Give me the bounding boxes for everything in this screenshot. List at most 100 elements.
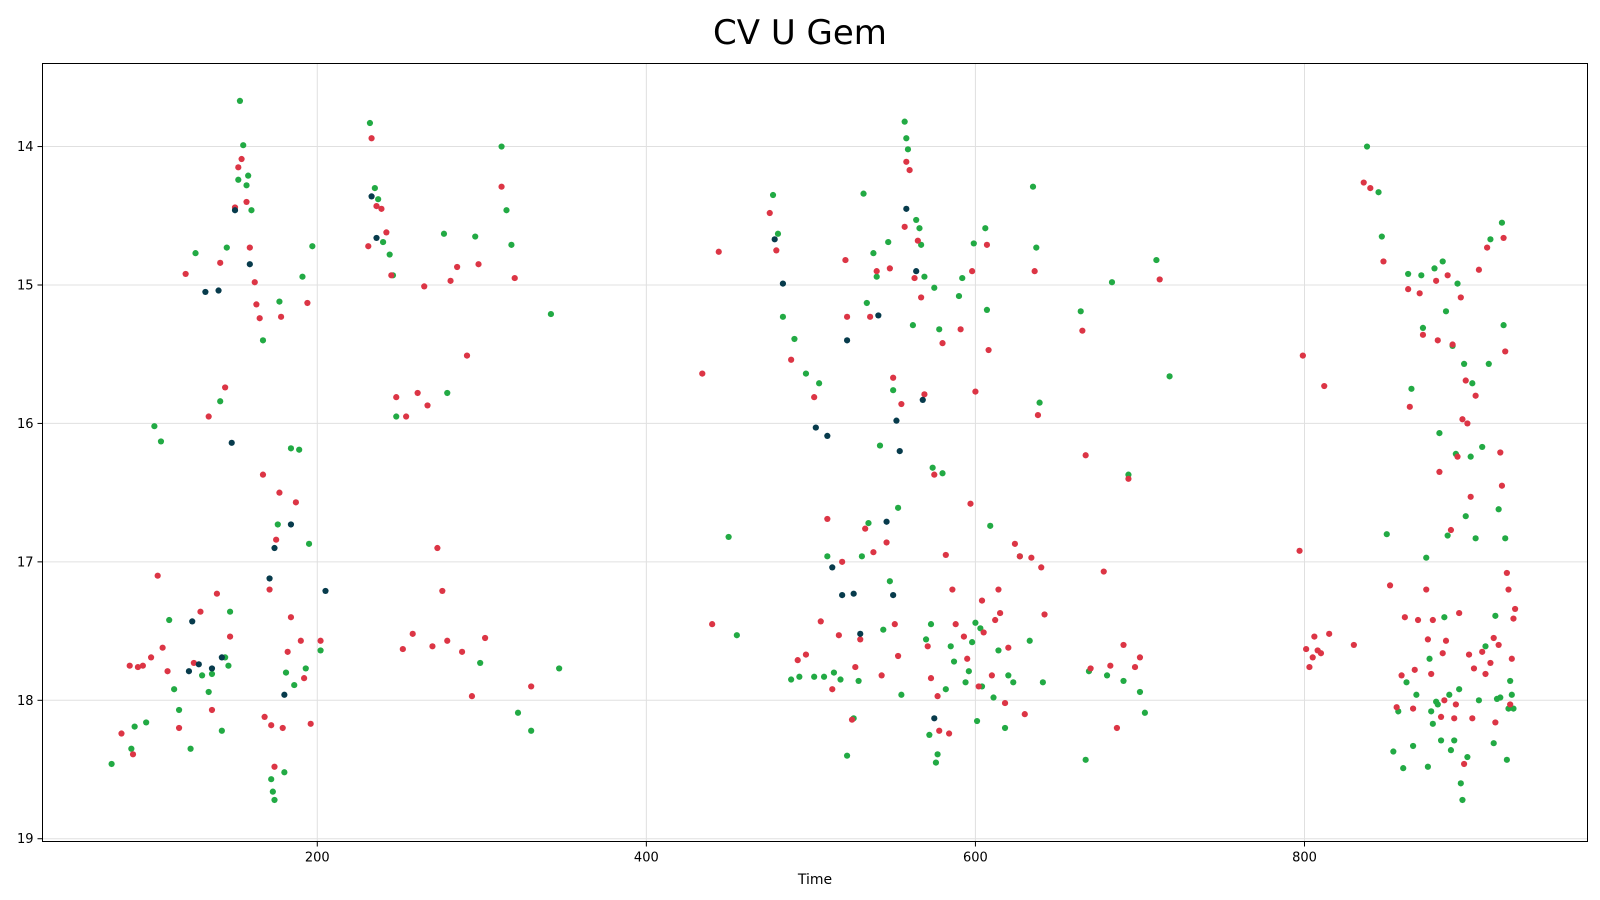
data-point bbox=[1472, 535, 1479, 542]
data-point bbox=[1038, 564, 1045, 571]
data-point bbox=[1108, 279, 1116, 286]
data-point bbox=[1462, 377, 1469, 384]
data-point bbox=[1441, 614, 1448, 621]
data-point bbox=[271, 544, 278, 552]
y-axis: 14 15 16 17 18 19 bbox=[17, 140, 43, 847]
data-point bbox=[256, 315, 263, 322]
data-point bbox=[182, 270, 189, 278]
data-point bbox=[1363, 143, 1371, 150]
data-point bbox=[246, 244, 253, 251]
data-point bbox=[1442, 308, 1450, 315]
data-point bbox=[1428, 670, 1435, 678]
data-point bbox=[508, 241, 515, 248]
data-point bbox=[1378, 233, 1385, 240]
data-point bbox=[725, 533, 732, 541]
data-point bbox=[1461, 760, 1468, 768]
data-point bbox=[1001, 724, 1009, 732]
data-point bbox=[769, 191, 777, 199]
data-point bbox=[1433, 277, 1440, 284]
data-point bbox=[1296, 547, 1303, 554]
data-point bbox=[913, 268, 920, 275]
data-point bbox=[1079, 327, 1086, 334]
data-point bbox=[439, 587, 446, 595]
data-point bbox=[139, 662, 146, 669]
data-point bbox=[867, 313, 874, 320]
data-point bbox=[1386, 582, 1394, 589]
data-point bbox=[317, 637, 324, 644]
data-point bbox=[368, 135, 375, 142]
data-point bbox=[175, 724, 183, 732]
data-point bbox=[279, 724, 286, 732]
data-point bbox=[1439, 650, 1446, 657]
data-point bbox=[1082, 756, 1089, 763]
data-point bbox=[482, 634, 489, 642]
data-point bbox=[1447, 747, 1455, 754]
data-point bbox=[253, 301, 260, 308]
data-point bbox=[547, 310, 555, 318]
data-point bbox=[1409, 705, 1417, 712]
data-point bbox=[891, 621, 898, 628]
data-point bbox=[261, 713, 268, 721]
data-point bbox=[143, 719, 150, 726]
data-point bbox=[957, 326, 964, 333]
data-point bbox=[992, 616, 999, 624]
data-point bbox=[886, 265, 893, 272]
data-point bbox=[514, 709, 522, 716]
data-point bbox=[903, 158, 910, 165]
data-point bbox=[959, 274, 966, 282]
data-point bbox=[271, 796, 278, 804]
data-point bbox=[796, 673, 803, 680]
data-point bbox=[886, 578, 893, 585]
data-point bbox=[1398, 672, 1405, 679]
data-point bbox=[1028, 554, 1035, 561]
data-point bbox=[1103, 672, 1111, 679]
data-point bbox=[870, 250, 877, 257]
data-point bbox=[1510, 705, 1517, 712]
data-point bbox=[1436, 468, 1443, 475]
data-point bbox=[226, 633, 234, 640]
data-point bbox=[967, 500, 974, 507]
data-point bbox=[865, 520, 872, 527]
data-point bbox=[1498, 482, 1506, 489]
data-point bbox=[980, 629, 987, 636]
data-point bbox=[1424, 763, 1431, 770]
data-point bbox=[1120, 677, 1127, 685]
data-point bbox=[699, 370, 706, 377]
data-point bbox=[898, 400, 905, 408]
data-point bbox=[965, 668, 972, 675]
data-point bbox=[1459, 796, 1466, 804]
data-point bbox=[893, 417, 900, 424]
data-point bbox=[964, 655, 971, 662]
data-point bbox=[1010, 679, 1017, 686]
data-point bbox=[914, 237, 921, 244]
data-point bbox=[1156, 276, 1163, 283]
data-point bbox=[873, 273, 880, 280]
data-point bbox=[147, 654, 155, 661]
data-point bbox=[987, 522, 994, 529]
data-point bbox=[409, 630, 416, 637]
data-point bbox=[1510, 615, 1517, 622]
data-point bbox=[225, 662, 232, 669]
data-point bbox=[1500, 322, 1507, 329]
data-point bbox=[820, 673, 828, 680]
data-point bbox=[843, 337, 851, 344]
data-point bbox=[1428, 708, 1435, 715]
data-point bbox=[946, 730, 953, 737]
y-tick-label: 14 bbox=[17, 140, 34, 155]
data-point bbox=[918, 294, 925, 301]
data-point bbox=[151, 423, 158, 430]
data-point bbox=[1502, 535, 1509, 542]
data-point bbox=[990, 694, 997, 701]
data-point bbox=[857, 630, 864, 637]
data-point bbox=[890, 374, 897, 381]
data-point bbox=[934, 751, 941, 758]
data-point bbox=[1419, 331, 1427, 338]
data-point bbox=[936, 727, 943, 734]
data-point bbox=[1113, 724, 1121, 732]
data-point bbox=[190, 659, 197, 667]
data-point bbox=[709, 621, 716, 628]
data-point bbox=[276, 489, 283, 496]
data-point bbox=[429, 643, 436, 650]
data-point bbox=[850, 590, 857, 597]
data-point bbox=[791, 335, 798, 343]
